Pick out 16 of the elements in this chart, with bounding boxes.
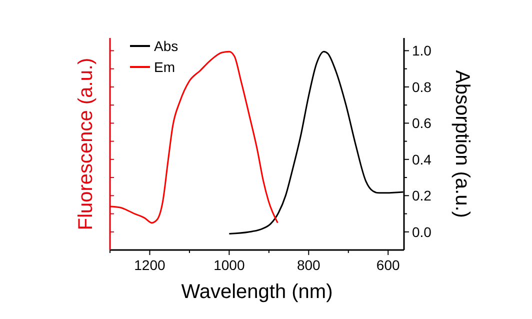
y2-axis-title: Fluorescence (a.u.) bbox=[75, 58, 97, 230]
legend-label: Em bbox=[154, 59, 175, 75]
y-tick-label: 1.0 bbox=[412, 42, 432, 59]
x-tick-label: 600 bbox=[376, 257, 400, 273]
x-tick-label: 1200 bbox=[134, 257, 166, 273]
line-series bbox=[109, 50, 278, 224]
legend-label: Abs bbox=[154, 38, 178, 54]
x-axis-title: Wavelength (nm) bbox=[181, 281, 333, 303]
y-tick-label: 0.6 bbox=[412, 115, 432, 132]
y-axis-title: Absorption (a.u.) bbox=[451, 70, 473, 218]
y-tick-label: 0.8 bbox=[412, 78, 432, 95]
x-tick-label: 1000 bbox=[214, 257, 245, 273]
x-tick-label: 800 bbox=[296, 257, 321, 273]
y-tick-label: 0.0 bbox=[412, 224, 432, 240]
y-tick-label: 0.4 bbox=[412, 151, 432, 168]
y-tick-label: 0.2 bbox=[412, 188, 432, 204]
